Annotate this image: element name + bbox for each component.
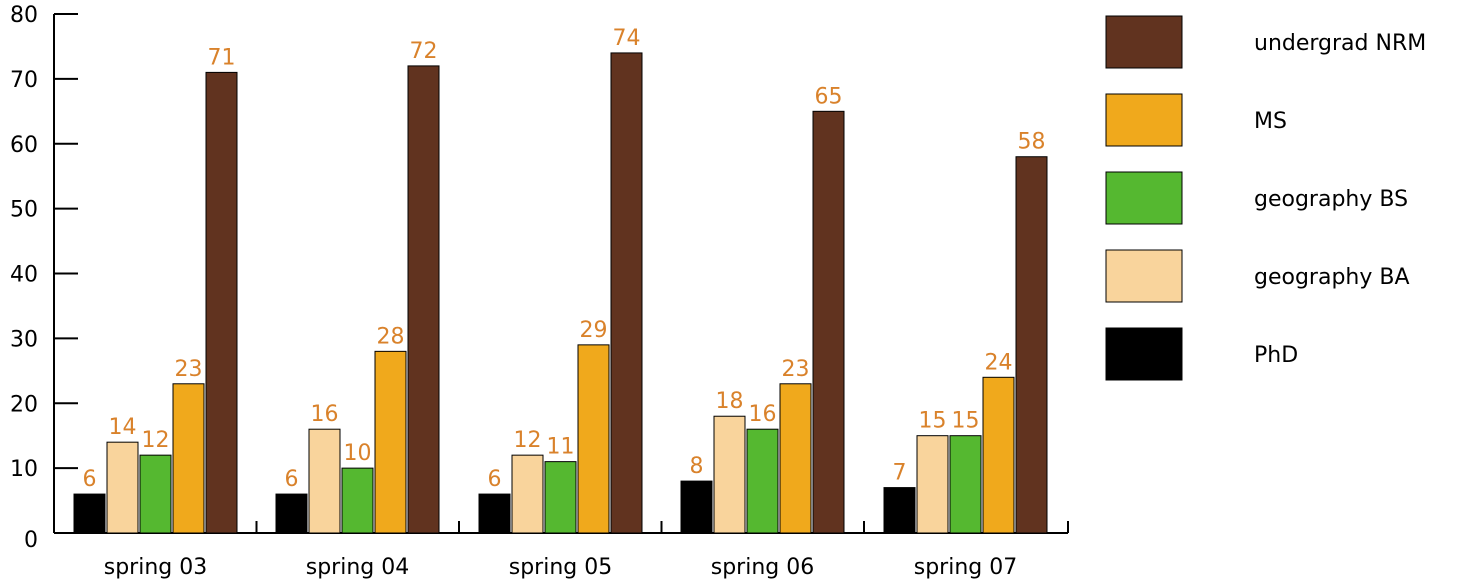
y-tick-label: 50	[10, 198, 38, 223]
data-label: 71	[208, 45, 236, 70]
bar	[73, 493, 106, 534]
bar	[205, 71, 238, 534]
bar	[713, 415, 746, 534]
bar	[577, 344, 610, 534]
y-tick-label: 80	[10, 3, 38, 28]
bar	[610, 52, 643, 534]
chart-bars	[73, 52, 1048, 534]
bar	[812, 110, 845, 534]
data-label: 72	[410, 39, 438, 64]
bar	[308, 428, 341, 534]
data-label: 10	[344, 441, 372, 466]
data-label: 7	[893, 461, 907, 486]
data-label: 14	[109, 415, 137, 440]
data-label: 18	[716, 389, 744, 414]
data-label: 16	[749, 402, 777, 427]
bar	[511, 454, 544, 534]
data-label: 12	[514, 428, 542, 453]
bar	[883, 487, 916, 534]
bar	[341, 467, 374, 534]
legend-label: MS	[1254, 109, 1287, 134]
y-tick-label: 70	[10, 68, 38, 93]
data-label: 28	[377, 324, 405, 349]
legend-swatch	[1105, 171, 1183, 225]
y-tick-label: 30	[10, 327, 38, 352]
bar	[916, 435, 949, 534]
legend-label: PhD	[1254, 343, 1298, 368]
x-tick-label: spring 07	[914, 555, 1017, 580]
data-label: 29	[580, 318, 608, 343]
data-label: 23	[782, 357, 810, 382]
bar	[544, 461, 577, 534]
y-tick-label: 60	[10, 133, 38, 158]
chart-axes: 0 10 20 30 40 50 60 70 80 spring 03 spring 04 sprin…	[10, 3, 1069, 580]
y-tick-label: 10	[10, 457, 38, 482]
bar	[139, 454, 172, 534]
data-label: 24	[985, 350, 1013, 375]
data-label: 74	[613, 26, 641, 51]
data-label: 6	[488, 467, 502, 492]
bar	[680, 480, 713, 534]
data-label: 6	[83, 467, 97, 492]
bar	[374, 350, 407, 534]
bar	[407, 65, 440, 534]
y-tick-label: 40	[10, 263, 38, 288]
legend-swatch	[1105, 249, 1183, 303]
data-label: 11	[547, 435, 575, 460]
y-tick-label: 0	[24, 528, 38, 553]
legend-label: geography BS	[1254, 187, 1408, 212]
data-label: 8	[690, 454, 704, 479]
bar	[172, 383, 205, 534]
legend-label: undergrad NRM	[1254, 31, 1426, 56]
data-label: 16	[311, 402, 339, 427]
bar	[1015, 156, 1048, 534]
bar	[746, 428, 779, 534]
data-label: 15	[919, 409, 947, 434]
data-label: 58	[1018, 130, 1046, 155]
bar	[949, 435, 982, 534]
legend-swatch	[1105, 15, 1183, 69]
chart-legend: undergrad NRM MS geography BS geography BA P…	[1105, 15, 1426, 381]
data-label: 23	[175, 357, 203, 382]
y-tick-label: 20	[10, 392, 38, 417]
bar	[779, 383, 812, 534]
x-tick-label: spring 06	[711, 555, 814, 580]
bar	[275, 493, 308, 534]
legend-label: geography BA	[1254, 265, 1410, 290]
legend-swatch	[1105, 327, 1183, 381]
data-label: 15	[952, 409, 980, 434]
bar	[106, 441, 139, 534]
x-tick-label: spring 03	[104, 555, 207, 580]
data-label: 12	[142, 428, 170, 453]
bar	[478, 493, 511, 534]
x-tick-label: spring 04	[306, 555, 409, 580]
bar	[982, 376, 1015, 534]
data-label: 65	[815, 84, 843, 109]
legend-swatch	[1105, 93, 1183, 147]
x-tick-label: spring 05	[509, 555, 612, 580]
data-label: 6	[285, 467, 299, 492]
